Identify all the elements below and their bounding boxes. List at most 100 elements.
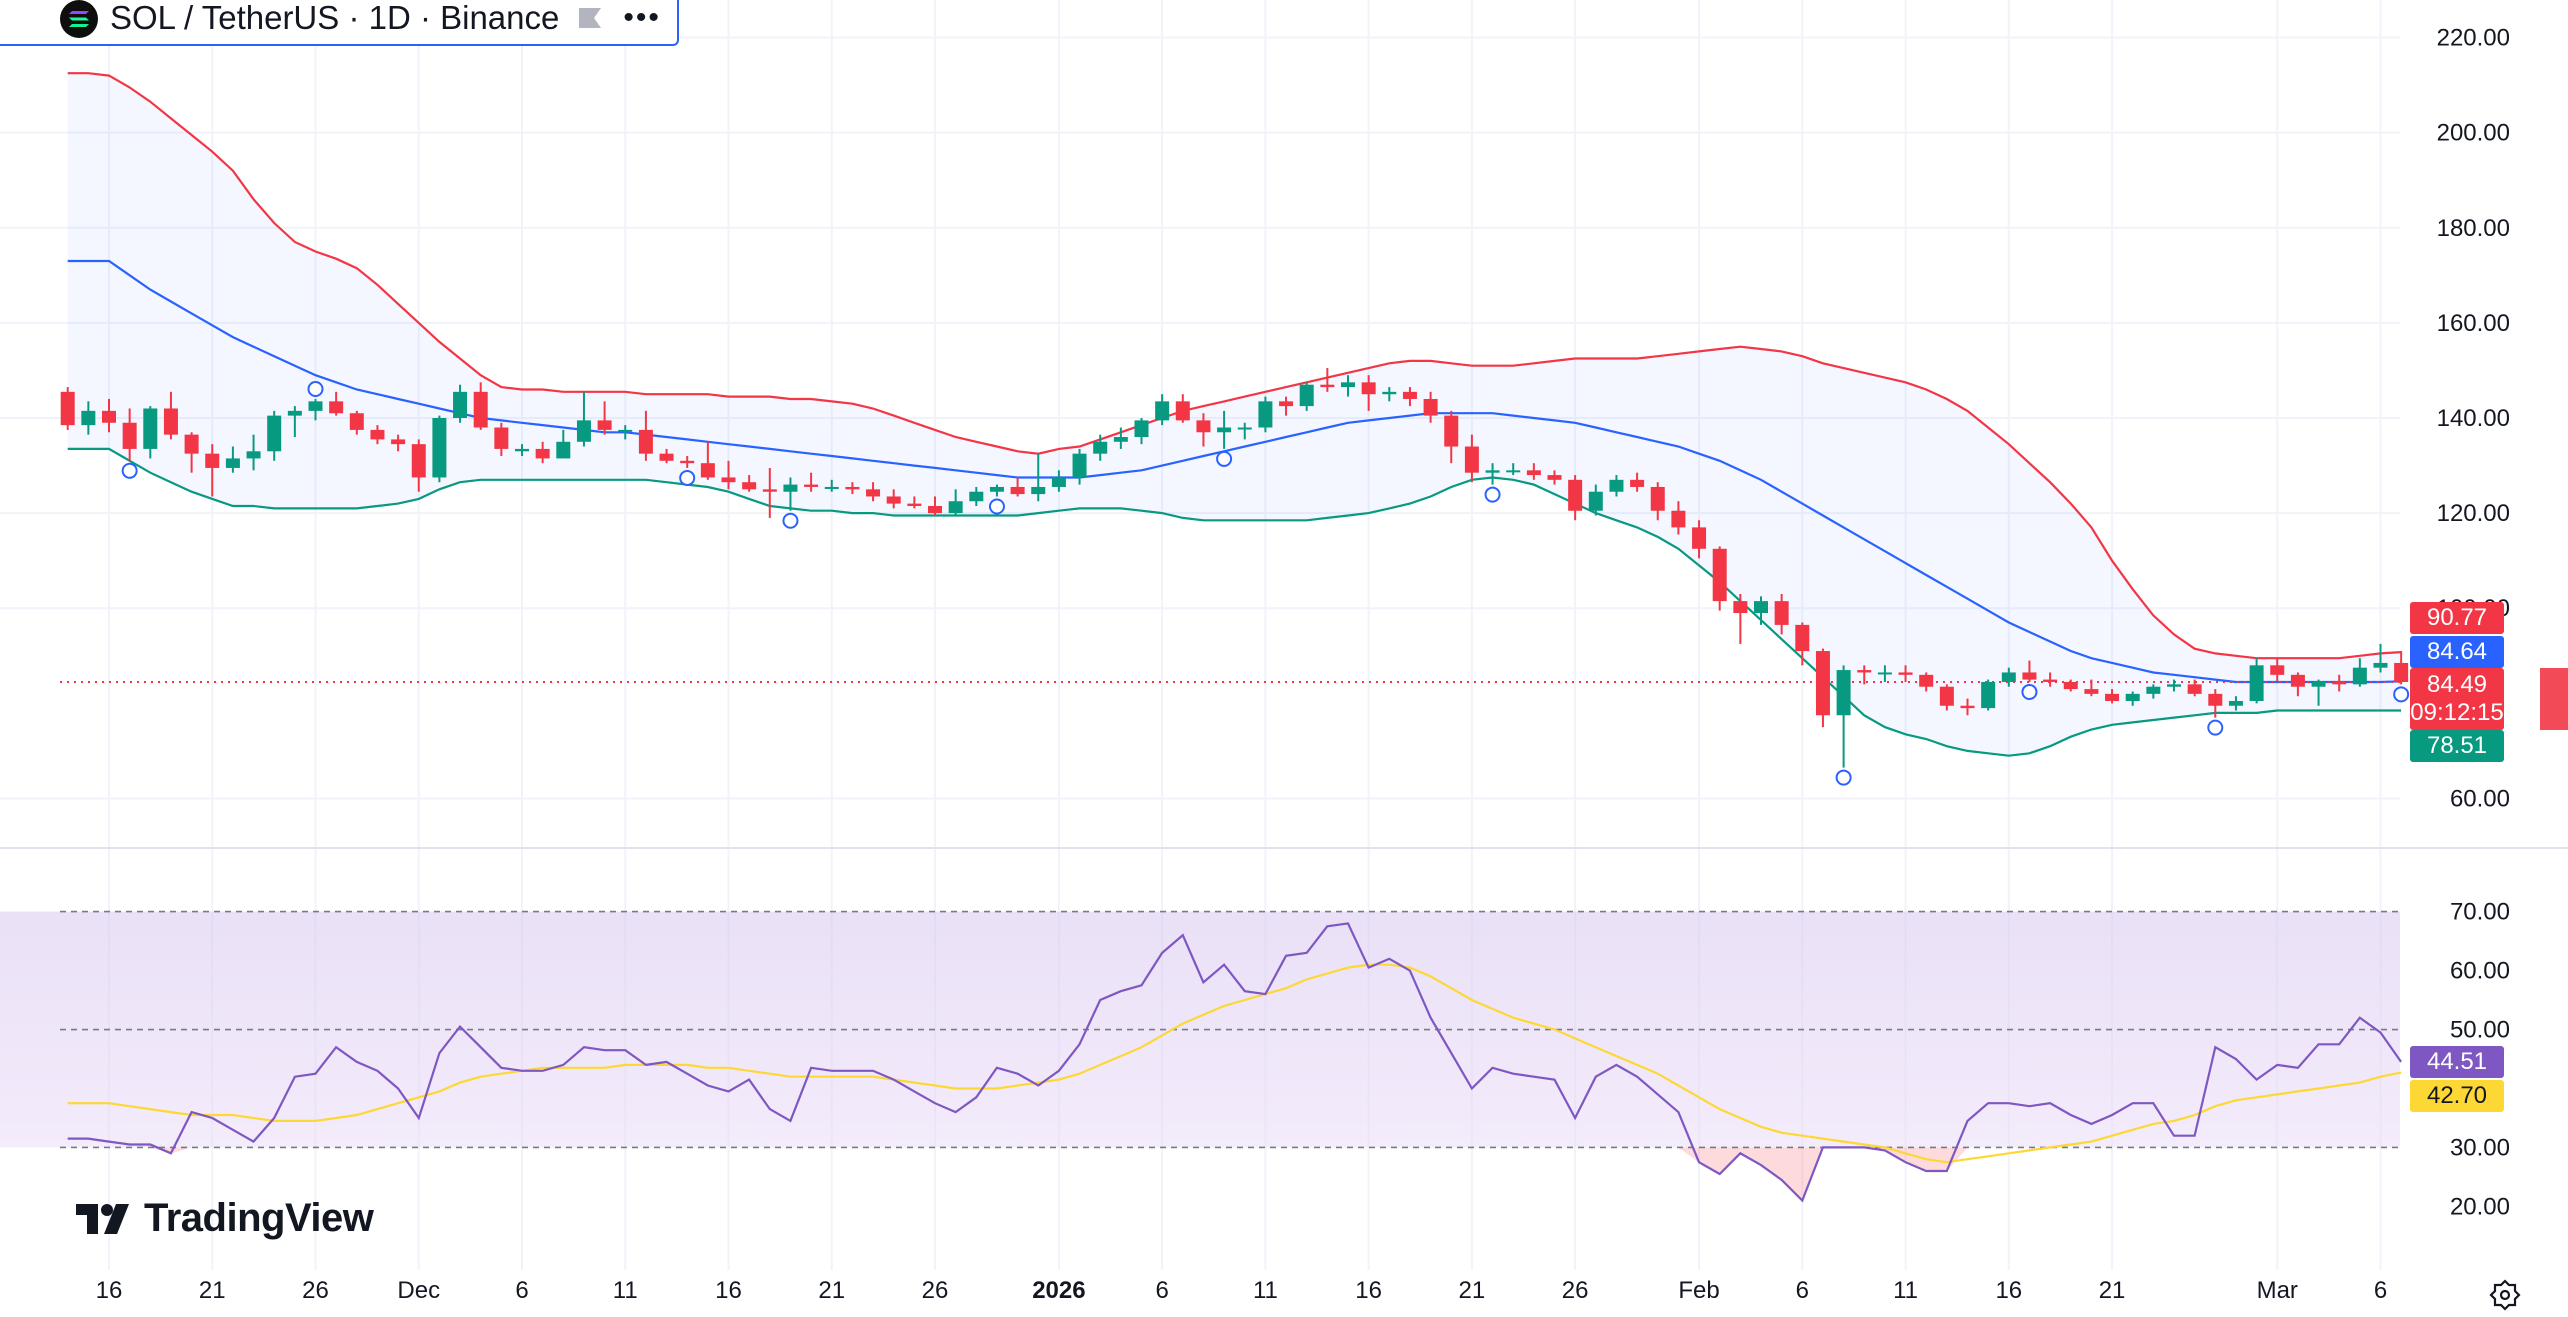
candle — [721, 460, 736, 490]
rsi-tick-label: 50.00 — [2450, 1017, 2510, 1044]
candle — [2208, 689, 2223, 718]
time-tick-label: 21 — [2099, 1277, 2126, 1304]
candle-body — [473, 391, 488, 428]
tradingview-logo-icon — [76, 1203, 129, 1234]
price-tick-label: 160.00 — [2437, 310, 2510, 337]
candle — [1464, 434, 1479, 483]
bb-upper-line — [67, 72, 2402, 660]
candle — [762, 467, 777, 518]
candle — [1196, 413, 1211, 447]
candle — [1857, 665, 1872, 685]
candle-body — [411, 444, 426, 478]
price-axis[interactable]: 220.00200.00180.00160.00140.00120.00100.… — [2437, 25, 2510, 813]
candlestick-series[interactable] — [60, 368, 2409, 768]
candle — [102, 398, 116, 433]
price-tick-label: 200.00 — [2437, 120, 2510, 147]
rsi-axis[interactable]: 70.00 60.00 50.00 30.00 20.00 — [2450, 899, 2510, 1221]
bollinger-fill — [67, 73, 2402, 756]
candle — [1134, 418, 1149, 445]
candle-body — [1113, 437, 1128, 442]
settings-icon[interactable] — [2488, 1278, 2522, 1312]
candle — [1898, 665, 1913, 682]
candle-body — [1341, 382, 1355, 388]
candle-body — [2063, 681, 2078, 690]
candle — [2249, 658, 2264, 704]
candle — [1877, 665, 1892, 682]
candle — [1237, 422, 1252, 440]
tradingview-logo[interactable]: TradingView — [76, 1196, 374, 1241]
candle — [122, 408, 137, 461]
candle — [1072, 448, 1087, 485]
rsi-oversold-fill — [150, 1147, 171, 1154]
candle — [308, 398, 323, 421]
candle-body — [659, 453, 674, 461]
rsi-oversold-fill — [1761, 1147, 1782, 1180]
time-tick-label: 2026 — [1032, 1277, 1085, 1304]
candle — [1609, 475, 1624, 497]
candle-body — [1237, 427, 1252, 430]
candle-body — [783, 484, 798, 492]
rsi-oversold-fill — [1905, 1147, 1927, 1172]
candle-body — [2001, 672, 2016, 682]
candle — [907, 496, 922, 509]
event-marker-icon — [1216, 450, 1233, 467]
time-tick-label: 11 — [1893, 1277, 1918, 1304]
candle-body — [1155, 401, 1170, 421]
candle-body — [2352, 667, 2367, 685]
candle — [143, 406, 158, 459]
candle-body — [143, 408, 158, 449]
candle-body — [969, 491, 984, 502]
more-icon[interactable]: ••• — [623, 1, 661, 34]
candle-body — [163, 408, 178, 435]
candle — [60, 387, 75, 430]
time-axis[interactable]: 16 21 26 Dec 6 11 16 21 26 2026 6 11 16 21 26 Feb 6 11 16 2… — [96, 1277, 2388, 1304]
candle-body — [184, 434, 199, 454]
time-tick-label: 21 — [1459, 1277, 1486, 1304]
candle — [2146, 684, 2161, 699]
candle — [824, 479, 839, 492]
rsi-tick-label: 20.00 — [2450, 1193, 2510, 1220]
candle-body — [2084, 689, 2099, 694]
candle — [329, 391, 344, 416]
symbol-title[interactable]: SOL / TetherUS · 1D · Binance — [110, 0, 560, 36]
candle-body — [1423, 398, 1438, 416]
candle — [2290, 672, 2305, 697]
time-tick-label: 26 — [922, 1277, 949, 1304]
candle — [886, 489, 901, 509]
candle — [205, 444, 220, 497]
candle-body — [1568, 479, 1583, 511]
time-tick-label: 21 — [199, 1277, 226, 1304]
candle — [432, 415, 447, 483]
bar-countdown: 09:12:15 — [2410, 699, 2504, 726]
time-tick-label: 6 — [1796, 1277, 1809, 1304]
event-marker-icon — [2021, 683, 2038, 700]
candle-body — [122, 422, 137, 449]
rsi-ma-line — [67, 963, 2402, 1164]
current-price-tail — [2540, 668, 2568, 730]
candle — [267, 410, 282, 461]
price-tick-label: 120.00 — [2437, 500, 2510, 527]
bb-upper-badge: 90.77 — [2410, 602, 2504, 634]
candle — [1960, 698, 1975, 716]
time-tick-label: 6 — [1155, 1277, 1168, 1304]
candle-body — [2208, 693, 2223, 706]
candle-body — [308, 401, 323, 411]
candle-body — [1919, 674, 1934, 687]
candle — [1258, 396, 1273, 433]
candle — [2373, 643, 2388, 673]
rsi-pane[interactable] — [0, 910, 2403, 1203]
candle — [1795, 622, 1810, 666]
solana-icon — [60, 0, 98, 38]
bb-lower-line — [67, 447, 2402, 757]
candle-body — [1485, 470, 1500, 473]
time-tick-label: 16 — [1995, 1277, 2022, 1304]
time-tick-label: 11 — [1253, 1277, 1278, 1304]
flag-icon[interactable] — [577, 6, 605, 30]
candle-body — [907, 503, 922, 506]
candle — [2063, 679, 2078, 692]
candle-body — [762, 489, 777, 492]
candle — [2105, 689, 2120, 704]
candle-body — [81, 410, 96, 426]
symbol-header[interactable]: SOL / TetherUS · 1D · Binance ••• — [0, 0, 679, 46]
